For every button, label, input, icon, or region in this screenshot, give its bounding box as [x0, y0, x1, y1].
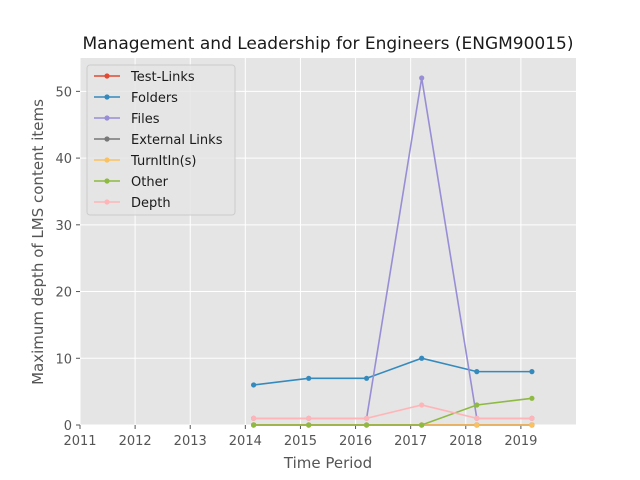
legend-entry: Folders: [94, 91, 178, 106]
data-point-files: [419, 75, 425, 81]
series-group: [251, 75, 535, 428]
y-axis-label: Maximum depth of LMS content items: [29, 99, 47, 385]
legend-marker: [104, 115, 110, 121]
legend-entry: External Links: [94, 133, 223, 148]
data-point-turnitin-s: [529, 422, 535, 428]
legend-marker: [104, 178, 110, 184]
y-tick-label: 0: [64, 419, 72, 434]
chart-title: Management and Leadership for Engineers …: [82, 34, 573, 54]
x-tick-label: 2016: [339, 434, 372, 449]
legend: Test-Links Folders Files External Links Turn…: [86, 64, 236, 216]
y-tick-label: 30: [55, 219, 72, 234]
data-point-folders: [251, 382, 257, 388]
x-axis: 2011 2012 2013 2014 2015 2016 2017 2018 2019: [63, 425, 537, 449]
series-line-folders: [253, 357, 532, 386]
legend-marker: [104, 157, 110, 163]
legend-label: Other: [131, 175, 169, 190]
data-point-depth: [251, 415, 257, 421]
y-tick-label: 40: [55, 152, 72, 167]
y-tick-label: 50: [55, 85, 72, 100]
data-point-other: [474, 402, 480, 408]
x-tick-label: 2018: [449, 434, 482, 449]
y-tick-label: 20: [55, 286, 72, 301]
y-tick-label: 10: [55, 352, 72, 367]
legend-marker: [104, 73, 110, 79]
data-point-depth: [529, 415, 535, 421]
legend-label: External Links: [131, 133, 223, 148]
data-point-other: [419, 422, 425, 428]
data-point-other: [251, 422, 257, 428]
data-point-other: [306, 422, 312, 428]
series-other: [251, 395, 535, 428]
data-point-turnitin-s: [474, 422, 480, 428]
x-tick-label: 2014: [229, 434, 262, 449]
series-folders: [251, 355, 535, 388]
legend-entry: Other: [94, 175, 169, 190]
data-point-depth: [363, 415, 370, 421]
legend-entry: TurnItIn(s): [94, 154, 196, 169]
x-tick-label: 2011: [63, 434, 96, 449]
series-depth: [251, 402, 535, 421]
legend-entry: Test-Links: [94, 70, 195, 85]
legend-label: Depth: [131, 196, 171, 211]
data-point-depth: [306, 415, 312, 421]
legend-label: Files: [131, 112, 160, 127]
legend-marker: [104, 199, 110, 205]
legend-marker: [104, 94, 110, 100]
legend-marker: [104, 136, 110, 142]
legend-label: Test-Links: [130, 70, 195, 85]
data-point-folders: [363, 375, 370, 381]
data-point-folders: [529, 369, 535, 375]
x-tick-label: 2019: [504, 434, 537, 449]
data-point-other: [363, 422, 370, 428]
data-point-depth: [474, 415, 480, 421]
x-tick-label: 2012: [119, 434, 152, 449]
data-point-other: [529, 395, 535, 401]
legend-frame: [86, 64, 236, 216]
legend-label: TurnItIn(s): [130, 154, 196, 169]
x-tick-label: 2017: [394, 434, 427, 449]
data-point-folders: [306, 375, 312, 381]
legend-label: Folders: [131, 91, 178, 106]
legend-entry: Depth: [94, 196, 171, 211]
series-line-other: [253, 397, 533, 426]
x-tick-label: 2015: [284, 434, 317, 449]
y-axis: 0 10 20 30 40 50: [55, 85, 80, 434]
data-point-folders: [474, 369, 480, 375]
x-axis-label: Time Period: [283, 454, 372, 472]
series-line-depth: [253, 404, 532, 420]
legend-entry: Files: [94, 112, 160, 127]
data-point-folders: [419, 355, 425, 361]
x-tick-label: 2013: [174, 434, 207, 449]
data-point-depth: [419, 402, 425, 408]
